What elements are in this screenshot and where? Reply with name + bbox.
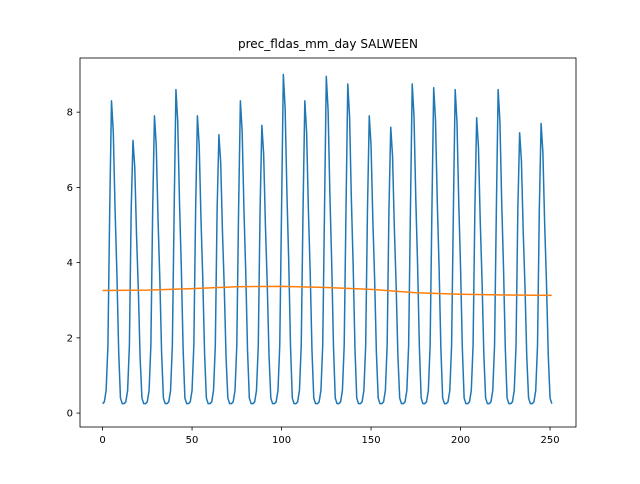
plot-frame (79, 57, 577, 428)
y-tick-label: 6 (67, 183, 73, 194)
y-tick-label: 4 (67, 258, 73, 269)
series-line (102, 285, 552, 297)
x-tick-label: 200 (451, 435, 470, 446)
x-tick-label: 50 (186, 435, 199, 446)
x-tick-label: 250 (540, 435, 559, 446)
y-tick-label: 8 (67, 108, 73, 119)
y-tick-label: 0 (67, 409, 73, 420)
y-tick-label: 2 (67, 333, 73, 344)
x-tick-label: 150 (362, 435, 381, 446)
chart-title: prec_fldas_mm_day SALWEEN (238, 37, 418, 51)
x-tick-label: 100 (272, 435, 291, 446)
series-line (102, 73, 553, 405)
x-tick-label: 0 (99, 435, 105, 446)
